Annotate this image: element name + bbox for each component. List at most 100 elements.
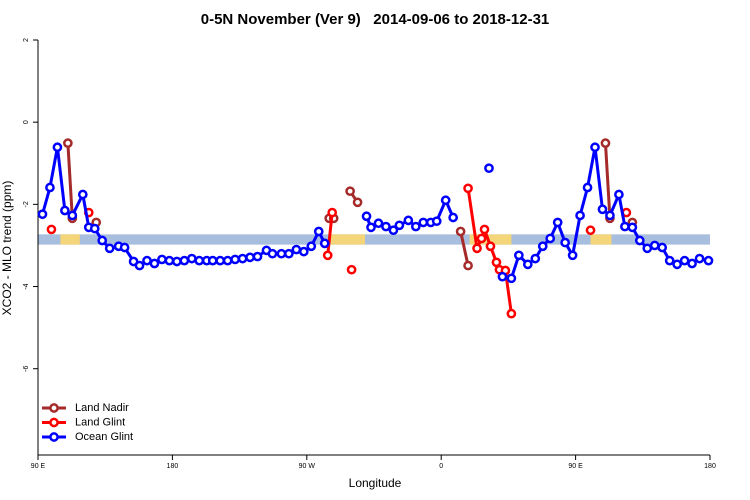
point xyxy=(319,238,330,249)
point xyxy=(394,220,405,231)
point xyxy=(455,226,466,237)
point xyxy=(506,273,517,284)
legend-label: Land Glint xyxy=(75,416,125,428)
x-tick-label: 90 W xyxy=(299,463,316,470)
point xyxy=(582,182,593,193)
point xyxy=(506,308,517,319)
y-tick-label: 0 xyxy=(23,120,30,124)
point xyxy=(484,163,494,174)
point xyxy=(284,248,294,259)
point xyxy=(479,224,490,235)
point xyxy=(164,255,175,266)
point xyxy=(373,218,384,229)
point xyxy=(687,258,697,269)
point xyxy=(567,250,578,261)
point xyxy=(410,221,421,232)
point xyxy=(491,257,502,268)
point xyxy=(237,253,248,264)
band-highlight xyxy=(330,234,366,245)
y-tick-label: -6 xyxy=(23,365,30,371)
point xyxy=(463,183,473,194)
point xyxy=(345,186,355,197)
point xyxy=(77,189,88,200)
x-tick-label: 180 xyxy=(167,463,179,470)
point xyxy=(448,212,458,223)
x-tick-label: 180 xyxy=(704,463,716,470)
point xyxy=(552,217,563,228)
point xyxy=(322,250,333,261)
point xyxy=(327,207,338,218)
point xyxy=(52,142,63,153)
y-tick-label: -4 xyxy=(23,283,30,289)
point xyxy=(60,205,70,216)
point xyxy=(291,244,302,255)
legend-marker xyxy=(49,432,59,442)
point xyxy=(346,264,357,275)
series-line xyxy=(68,143,632,265)
point xyxy=(472,243,482,254)
point xyxy=(694,253,705,264)
point xyxy=(585,225,596,236)
point xyxy=(605,210,615,221)
band-highlight xyxy=(60,234,80,245)
point xyxy=(306,241,317,252)
point xyxy=(497,271,508,282)
legend-marker xyxy=(49,417,59,428)
point xyxy=(672,259,682,270)
point xyxy=(46,224,57,235)
point xyxy=(597,204,608,215)
point xyxy=(657,242,668,253)
point xyxy=(575,210,585,221)
point xyxy=(134,260,145,271)
point xyxy=(267,248,278,259)
point xyxy=(703,255,714,266)
x-tick-label: 90 E xyxy=(568,463,583,470)
point xyxy=(186,253,197,264)
point xyxy=(664,255,675,266)
point xyxy=(230,254,240,265)
point xyxy=(37,209,48,220)
y-axis-label: XCO2 - MLO trend (ppm) xyxy=(0,181,14,316)
point xyxy=(634,235,645,246)
point xyxy=(222,255,233,266)
point xyxy=(194,255,205,266)
point xyxy=(63,138,73,148)
point xyxy=(381,221,391,232)
point xyxy=(560,237,570,248)
point xyxy=(642,243,653,254)
point xyxy=(361,211,372,222)
reference-band xyxy=(38,234,710,245)
point xyxy=(179,255,190,266)
point xyxy=(276,248,287,259)
point xyxy=(627,222,638,233)
point xyxy=(157,254,167,265)
point xyxy=(649,240,660,251)
point xyxy=(207,255,218,266)
legend-label: Ocean Glint xyxy=(75,431,133,443)
point xyxy=(545,233,556,244)
point xyxy=(89,223,100,234)
point xyxy=(476,233,487,244)
y-tick-label: 2 xyxy=(23,38,30,42)
point xyxy=(514,250,524,261)
point xyxy=(215,255,226,266)
point xyxy=(431,216,442,227)
point xyxy=(620,221,630,232)
point xyxy=(67,210,78,221)
point xyxy=(142,255,152,266)
point xyxy=(418,217,429,228)
point xyxy=(172,256,182,267)
point xyxy=(530,253,541,264)
point xyxy=(352,197,363,208)
point xyxy=(252,251,263,262)
point xyxy=(679,255,690,266)
point xyxy=(313,226,324,237)
point xyxy=(366,222,376,233)
point xyxy=(403,215,414,226)
point xyxy=(104,243,115,254)
point xyxy=(45,182,55,193)
x-tick-label: 90 E xyxy=(31,463,46,470)
point xyxy=(440,195,451,206)
point xyxy=(97,235,108,246)
